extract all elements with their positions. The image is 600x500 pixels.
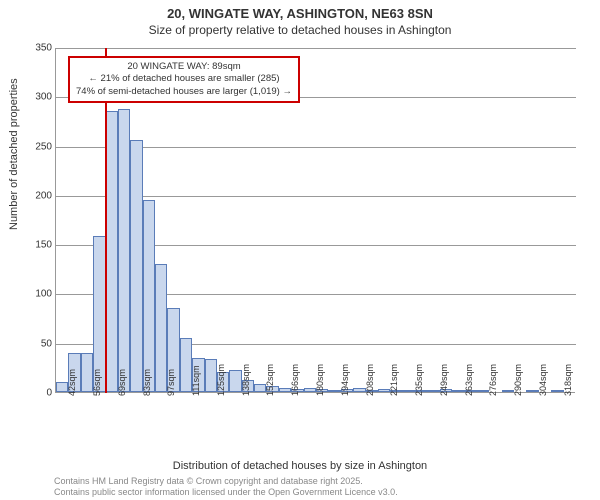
chart-title-main: 20, WINGATE WAY, ASHINGTON, NE63 8SN [0, 6, 600, 21]
info-line-1: 20 WINGATE WAY: 89sqm [76, 61, 292, 73]
x-tick-label: 56sqm [92, 369, 102, 396]
info-line-3: 74% of semi-detached houses are larger (… [76, 86, 292, 98]
x-tick-label: 263sqm [464, 364, 474, 396]
x-tick-label: 111sqm [191, 365, 201, 396]
x-tick-label: 249sqm [439, 364, 449, 396]
x-tick-label: 97sqm [166, 369, 176, 396]
histogram-bar [452, 390, 464, 392]
y-tick-label: 150 [22, 240, 52, 251]
histogram-bar [229, 370, 241, 392]
x-tick-label: 180sqm [315, 364, 325, 396]
plot-area: 20 WINGATE WAY: 89sqm← 21% of detached h… [55, 48, 575, 393]
histogram-bar [130, 140, 142, 392]
y-axis-label: Number of detached properties [8, 78, 20, 230]
histogram-bar [328, 390, 340, 392]
histogram-bar [353, 388, 365, 392]
info-box: 20 WINGATE WAY: 89sqm← 21% of detached h… [68, 56, 300, 103]
x-tick-label: 69sqm [117, 369, 127, 396]
x-tick-label: 152sqm [265, 364, 275, 396]
y-tick-label: 350 [22, 43, 52, 54]
x-tick-label: 318sqm [563, 364, 573, 396]
histogram-bar [427, 390, 439, 392]
x-tick-label: 290sqm [513, 364, 523, 396]
x-tick-label: 235sqm [414, 364, 424, 396]
y-tick-label: 100 [22, 289, 52, 300]
x-tick-label: 83sqm [142, 369, 152, 396]
chart-title-sub: Size of property relative to detached ho… [0, 23, 600, 37]
histogram-bar [118, 109, 130, 392]
x-tick-label: 166sqm [290, 364, 300, 396]
histogram-bar [106, 111, 118, 392]
histogram-bar [143, 200, 155, 392]
x-tick-label: 42sqm [67, 369, 77, 396]
y-tick-label: 200 [22, 190, 52, 201]
footer-line-1: Contains HM Land Registry data © Crown c… [54, 476, 363, 486]
x-tick-label: 194sqm [340, 364, 350, 396]
y-tick-label: 50 [22, 338, 52, 349]
histogram-bar [526, 390, 538, 392]
x-tick-label: 276sqm [488, 364, 498, 396]
footer-line-2: Contains public sector information licen… [54, 487, 398, 497]
x-tick-label: 125sqm [216, 364, 226, 396]
chart-container: 20 WINGATE WAY: 89sqm← 21% of detached h… [55, 48, 580, 418]
info-line-2: ← 21% of detached houses are smaller (28… [76, 73, 292, 85]
y-tick-label: 300 [22, 92, 52, 103]
x-tick-label: 138sqm [241, 364, 251, 396]
y-tick-label: 250 [22, 141, 52, 152]
x-tick-label: 221sqm [389, 364, 399, 396]
histogram-bar [551, 390, 563, 392]
gridline [56, 48, 576, 49]
y-tick-label: 0 [22, 388, 52, 399]
x-tick-label: 304sqm [538, 364, 548, 396]
x-tick-label: 208sqm [365, 364, 375, 396]
x-axis-label: Distribution of detached houses by size … [0, 460, 600, 472]
